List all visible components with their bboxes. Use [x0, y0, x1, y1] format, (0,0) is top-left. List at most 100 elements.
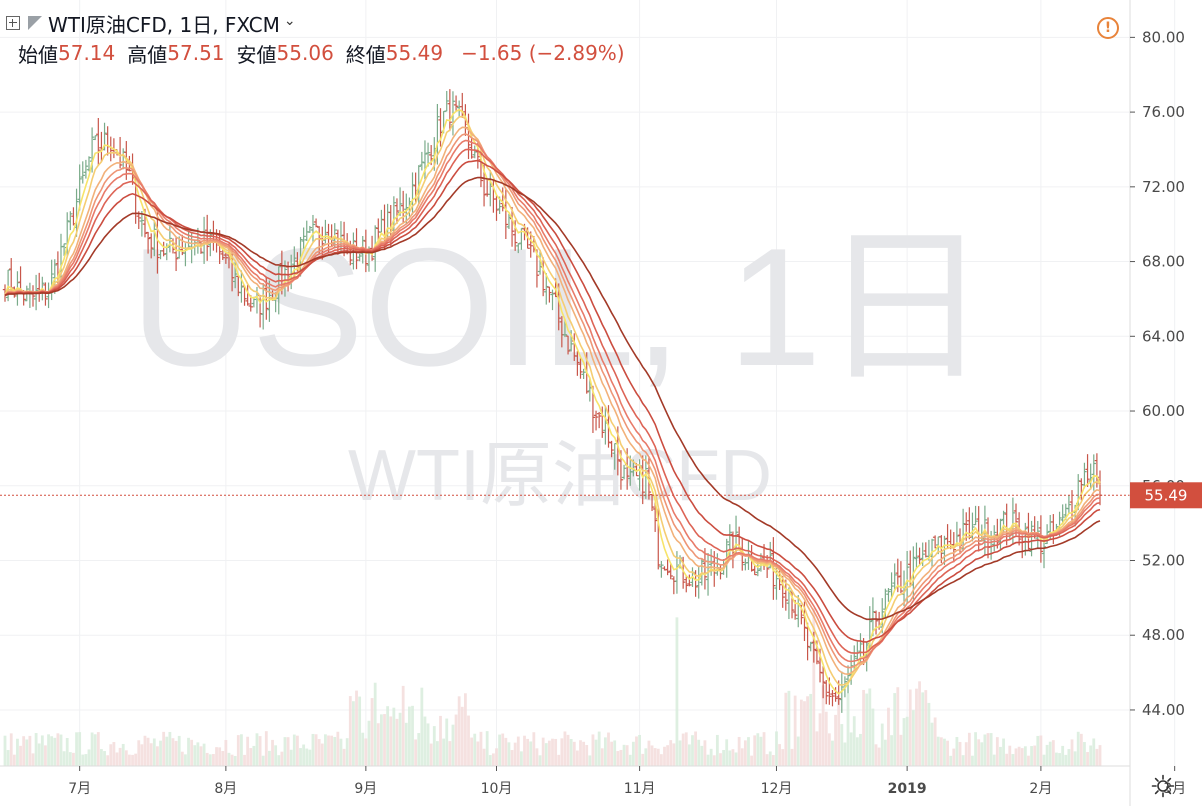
volume-bar: [180, 751, 184, 766]
volume-bar: [607, 732, 610, 766]
candle: [528, 231, 533, 258]
volume-bar: [516, 736, 520, 766]
volume-bar: [1036, 735, 1040, 766]
volume-bar: [927, 702, 931, 766]
volume-bar: [510, 750, 514, 766]
volume-bar: [112, 742, 116, 766]
change-value: −1.65 (−2.89%): [461, 41, 625, 65]
volume-bars: [3, 608, 1102, 766]
volume-bar: [44, 745, 47, 766]
volume-bar: [644, 748, 648, 766]
volume-bar: [1092, 738, 1096, 766]
volume-bar: [202, 743, 206, 766]
candle: [889, 572, 894, 599]
collapse-icon[interactable]: [6, 16, 20, 30]
candle: [917, 547, 922, 565]
volume-bar: [246, 736, 250, 766]
candle: [105, 126, 110, 156]
candle: [494, 194, 499, 221]
volume-bar: [719, 753, 722, 766]
candle: [547, 286, 552, 303]
volume-bar: [146, 737, 150, 766]
volume-bar: [252, 745, 256, 766]
volume-bar: [448, 741, 452, 766]
candle: [80, 161, 85, 184]
volume-bar: [327, 735, 330, 766]
alert-icon[interactable]: !: [1097, 17, 1119, 39]
volume-bar: [1045, 744, 1049, 766]
volume-bar: [936, 736, 940, 766]
volume-bar: [12, 754, 16, 766]
volume-bar: [616, 751, 620, 766]
volume-bar: [84, 754, 88, 766]
volume-bar: [190, 739, 194, 766]
candle: [892, 563, 897, 590]
volume-bar: [703, 740, 707, 766]
candle: [596, 411, 602, 429]
volume-bar: [1027, 755, 1030, 766]
volume-bar: [1048, 741, 1052, 766]
volume-bar: [725, 739, 729, 766]
volume-bar: [299, 748, 302, 766]
candle: [61, 243, 67, 256]
volume-bar: [243, 754, 246, 766]
volume-bar: [314, 734, 318, 766]
candle: [805, 622, 810, 661]
ema-line: [4, 148, 1101, 654]
volume-bar: [582, 741, 586, 766]
volume-bar: [320, 743, 324, 766]
volume-bar: [949, 755, 953, 766]
flag-icon[interactable]: [28, 16, 42, 30]
volume-bar: [261, 755, 265, 766]
candle: [149, 233, 154, 259]
volume-bar: [1002, 738, 1005, 766]
volume-bar: [656, 748, 660, 766]
candle: [419, 151, 425, 171]
volume-bar: [3, 735, 7, 766]
volume-bar: [218, 747, 222, 766]
candle: [422, 140, 428, 180]
volume-bar: [81, 754, 85, 766]
volume-bar: [1014, 748, 1018, 766]
volume-bar: [989, 733, 993, 766]
last-price-badge: 55.49: [1130, 482, 1202, 509]
y-tick-label: 80.00: [1142, 28, 1185, 46]
candle: [945, 524, 950, 548]
volume-bar: [355, 690, 358, 766]
volume-bar: [1039, 735, 1043, 766]
x-tick-label: 9月: [354, 781, 377, 797]
symbol-title[interactable]: WTI原油CFD, 1日, FXCM: [48, 12, 280, 37]
volume-bar: [317, 739, 321, 766]
ema-line: [4, 159, 1101, 643]
volume-bar: [65, 738, 69, 766]
x-tick-label: 8月: [214, 781, 237, 797]
volume-bar: [367, 720, 371, 766]
volume-bar: [96, 732, 100, 766]
volume-bar: [915, 688, 918, 766]
volume-bar: [342, 748, 346, 766]
candle: [833, 687, 838, 702]
volume-bar: [249, 748, 253, 766]
volume-bar: [78, 732, 82, 766]
volume-bar: [236, 735, 240, 766]
chevron-down-icon[interactable]: ⌄: [283, 13, 296, 29]
volume-bar: [983, 734, 987, 766]
gear-icon[interactable]: [1151, 774, 1175, 798]
volume-bar: [538, 755, 542, 766]
volume-bar: [600, 748, 604, 766]
volume-bar: [946, 740, 949, 766]
volume-bar: [846, 693, 850, 766]
volume-bar: [311, 733, 315, 766]
volume-bar: [411, 705, 414, 766]
volume-bar: [174, 740, 178, 766]
volume-bar: [408, 706, 411, 766]
volume-bar: [333, 736, 337, 766]
open-value: 57.14: [58, 41, 116, 65]
candle: [310, 214, 316, 242]
volume-bar: [264, 731, 268, 766]
candle: [886, 588, 891, 602]
volume-bar: [809, 693, 813, 766]
volume-bar: [740, 748, 744, 766]
volume-bar: [420, 687, 424, 766]
